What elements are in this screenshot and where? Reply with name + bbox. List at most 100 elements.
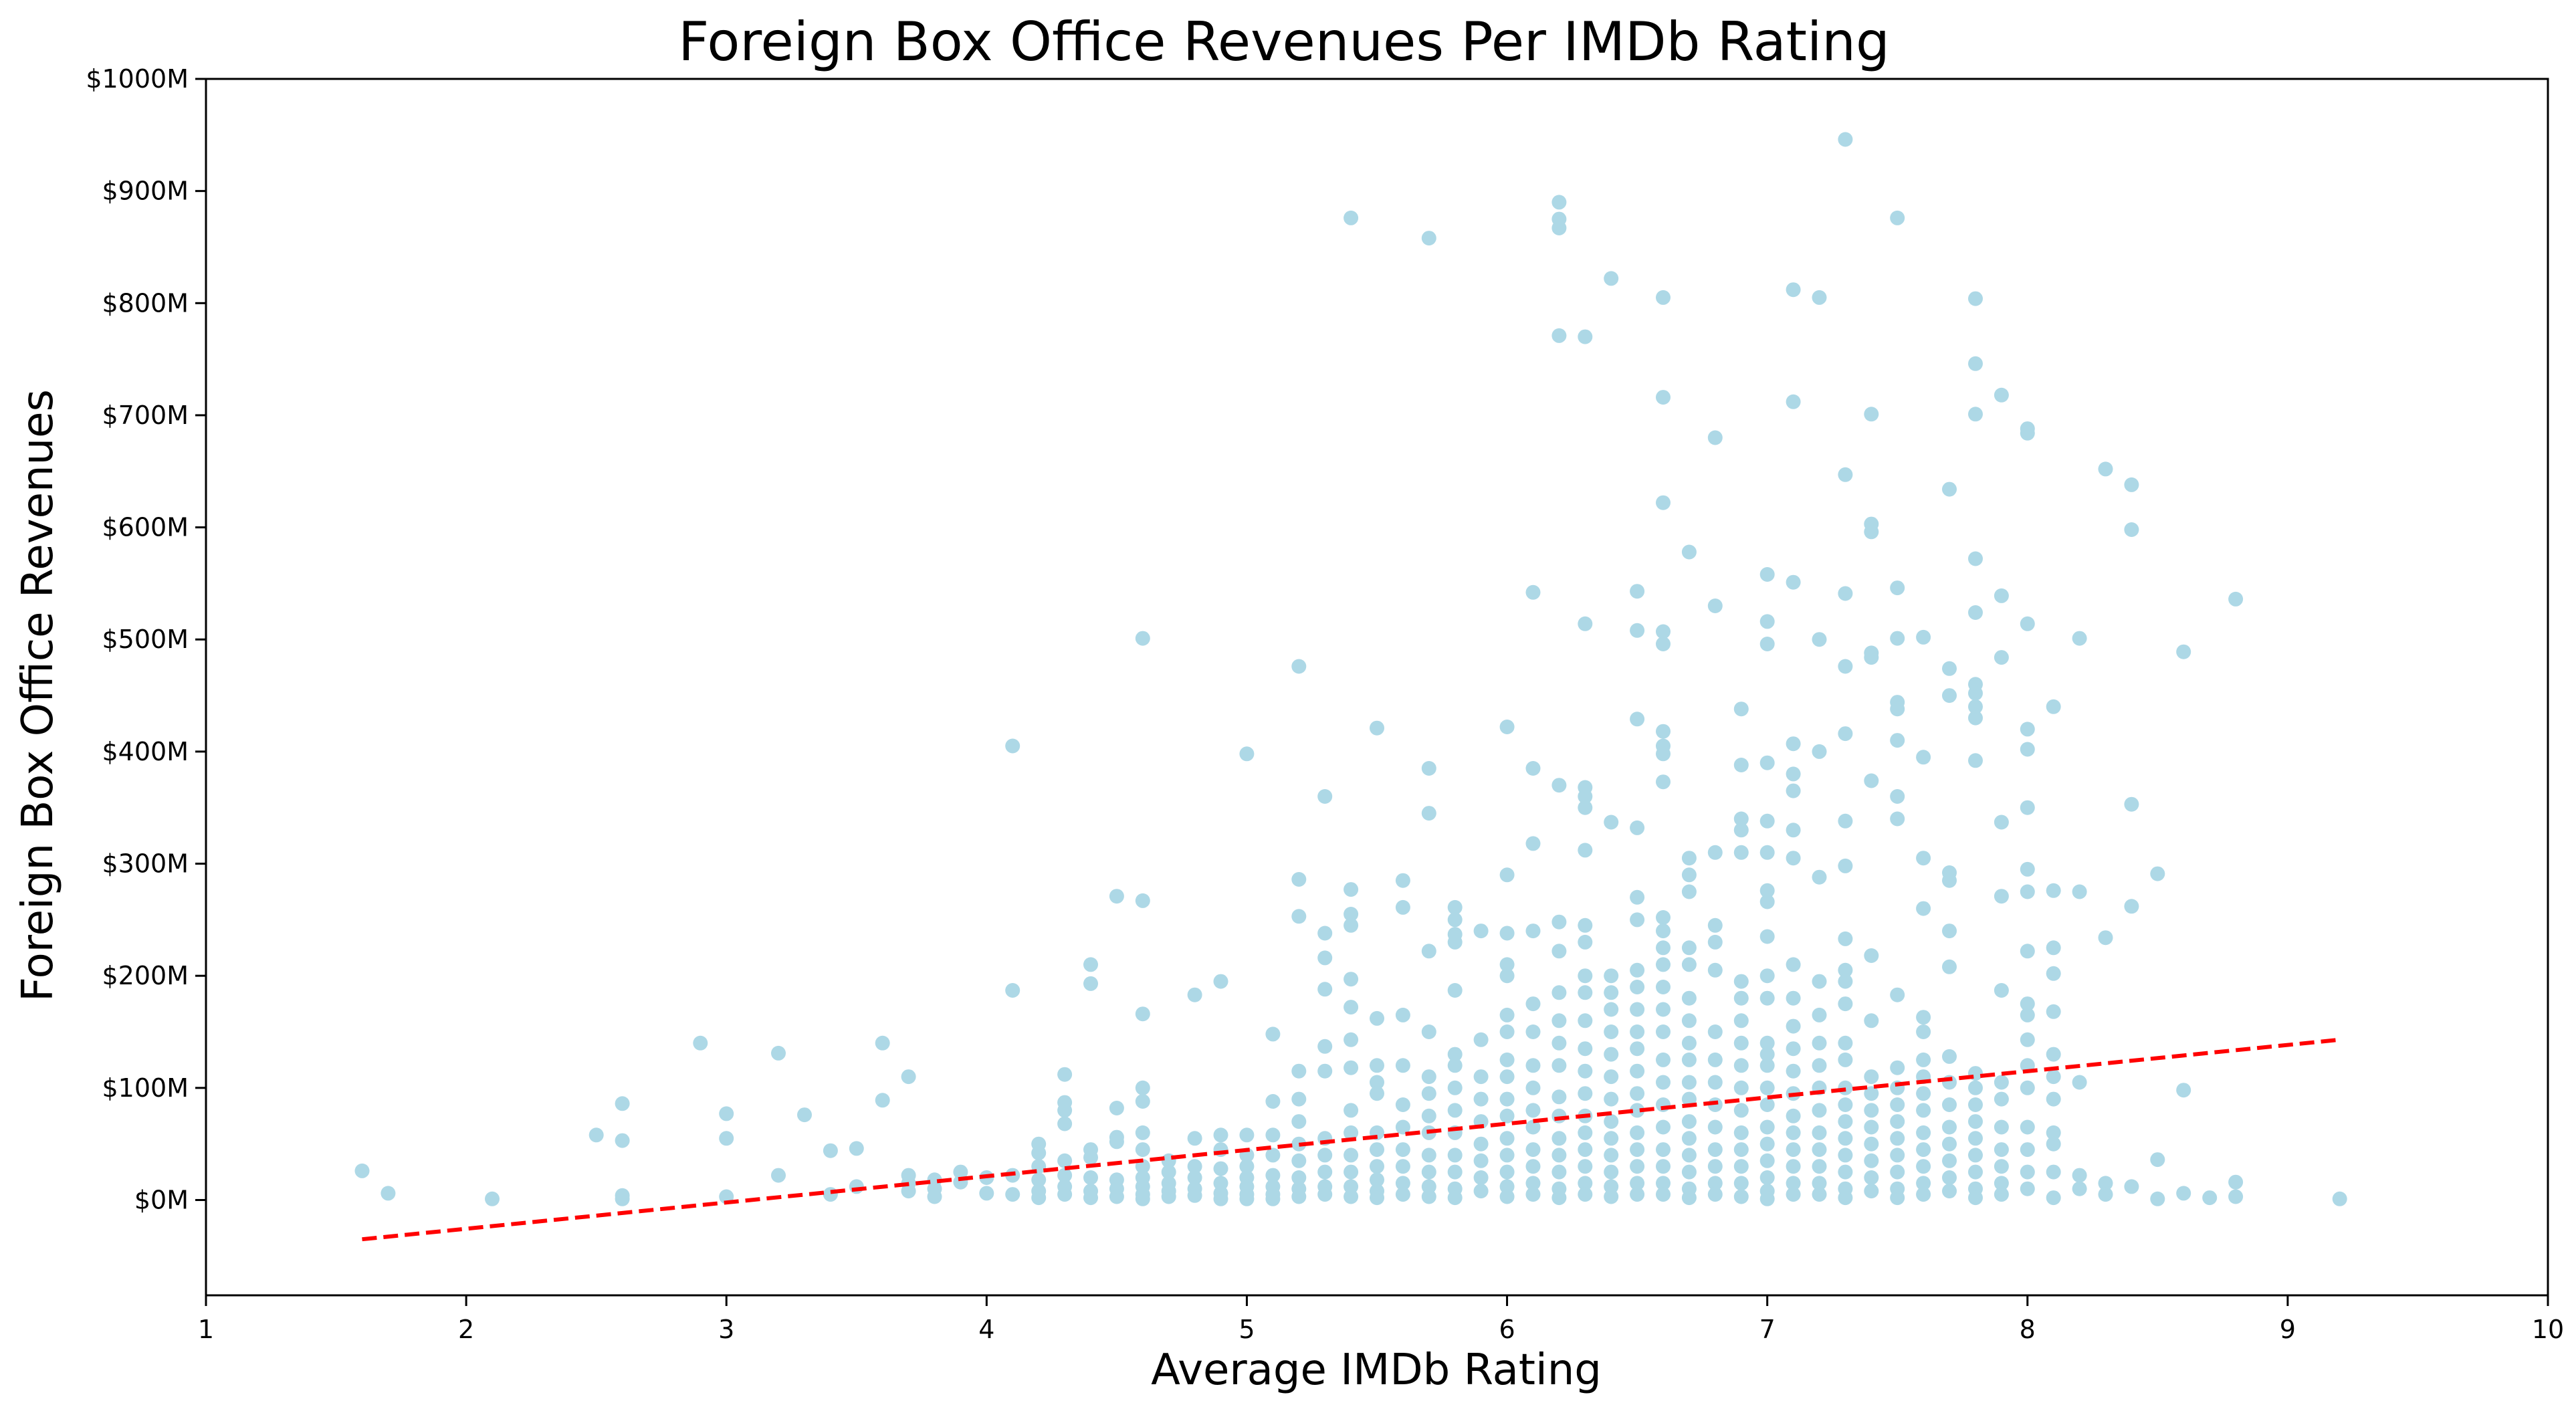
data-point bbox=[1656, 910, 1671, 925]
data-point bbox=[1994, 1142, 2009, 1158]
y-tick-label: $600M bbox=[102, 513, 189, 542]
data-point bbox=[1344, 1125, 1359, 1140]
data-point bbox=[1656, 290, 1671, 305]
data-point bbox=[1447, 1190, 1463, 1206]
data-point bbox=[1525, 1187, 1541, 1202]
data-point bbox=[1057, 1153, 1073, 1168]
data-point bbox=[1681, 1091, 1697, 1107]
data-point bbox=[1083, 1190, 1098, 1206]
data-point bbox=[1578, 1041, 1593, 1057]
data-point bbox=[1604, 1091, 1619, 1107]
data-point bbox=[1890, 987, 1905, 1002]
data-point bbox=[1135, 893, 1150, 908]
data-point bbox=[1161, 1164, 1176, 1180]
data-point bbox=[1317, 982, 1333, 997]
data-point bbox=[1551, 1013, 1567, 1028]
data-point bbox=[1968, 1164, 1983, 1180]
data-point bbox=[1942, 924, 1957, 939]
data-point bbox=[1213, 1161, 1228, 1176]
data-point bbox=[1499, 1069, 1515, 1085]
data-point bbox=[1681, 990, 1697, 1006]
data-point bbox=[1421, 944, 1436, 959]
data-point bbox=[1656, 1187, 1671, 1202]
data-point bbox=[1578, 789, 1593, 804]
data-point bbox=[1031, 1172, 1047, 1188]
data-point bbox=[1499, 1091, 1515, 1107]
data-point bbox=[1968, 699, 1983, 714]
data-point bbox=[1890, 1114, 1905, 1129]
data-point bbox=[1265, 1127, 1281, 1143]
data-point bbox=[1370, 1058, 1384, 1073]
data-point bbox=[1291, 1153, 1307, 1168]
data-point bbox=[2124, 522, 2139, 537]
x-tick-label: 9 bbox=[2280, 1315, 2296, 1344]
data-point bbox=[1838, 1052, 1853, 1067]
data-point bbox=[1395, 899, 1410, 915]
data-point bbox=[1707, 599, 1723, 613]
data-point bbox=[1578, 843, 1593, 858]
data-point bbox=[1291, 1170, 1307, 1185]
data-point bbox=[1604, 1024, 1619, 1039]
data-point bbox=[979, 1186, 994, 1201]
data-point bbox=[1499, 1189, 1515, 1204]
data-point bbox=[1499, 1148, 1515, 1163]
data-point bbox=[1291, 659, 1307, 674]
data-point bbox=[2176, 1186, 2191, 1201]
data-point bbox=[1344, 1103, 1359, 1118]
data-point bbox=[1656, 1024, 1671, 1039]
data-point bbox=[1630, 889, 1645, 905]
data-point bbox=[1968, 685, 1983, 701]
data-point bbox=[1499, 720, 1515, 734]
data-point bbox=[1395, 873, 1410, 888]
data-point bbox=[2046, 1190, 2061, 1206]
data-point bbox=[1525, 584, 1541, 600]
data-point bbox=[1942, 661, 1957, 676]
data-point bbox=[1968, 1148, 1983, 1163]
data-point bbox=[1994, 1176, 2009, 1191]
data-point bbox=[1786, 766, 1801, 782]
data-point bbox=[1681, 1131, 1697, 1146]
data-point bbox=[1525, 1119, 1541, 1135]
data-point bbox=[1395, 1187, 1410, 1202]
data-point bbox=[1838, 1114, 1853, 1129]
y-tick-label: $800M bbox=[102, 288, 189, 318]
y-tick-label: $1000M bbox=[86, 64, 189, 94]
data-point bbox=[1421, 1069, 1436, 1085]
data-point bbox=[1421, 231, 1436, 246]
data-point bbox=[1759, 1080, 1775, 1095]
data-point bbox=[1838, 659, 1853, 674]
data-point bbox=[1551, 1089, 1567, 1105]
data-point bbox=[1759, 883, 1775, 898]
data-point bbox=[1759, 1153, 1775, 1168]
data-point bbox=[1733, 1159, 1749, 1174]
data-point bbox=[1109, 1134, 1124, 1150]
data-point bbox=[1656, 924, 1671, 939]
data-point bbox=[1681, 1114, 1697, 1129]
data-point bbox=[1707, 1024, 1723, 1039]
data-point bbox=[1473, 1170, 1489, 1185]
data-point bbox=[1370, 1142, 1384, 1158]
data-point bbox=[1239, 1159, 1255, 1174]
y-tick-label: $500M bbox=[102, 625, 189, 654]
x-tick-label: 7 bbox=[1759, 1315, 1776, 1344]
data-point bbox=[2020, 861, 2035, 877]
data-point bbox=[1578, 917, 1593, 933]
data-point bbox=[1083, 1170, 1098, 1185]
data-point bbox=[1395, 1097, 1410, 1112]
data-point bbox=[1656, 495, 1671, 510]
data-point bbox=[1656, 746, 1671, 762]
data-point bbox=[1187, 1159, 1202, 1174]
data-point bbox=[1864, 650, 1879, 665]
data-point bbox=[1525, 924, 1541, 939]
data-point bbox=[1838, 813, 1853, 829]
data-point bbox=[1604, 1002, 1619, 1017]
data-point bbox=[1759, 1136, 1775, 1152]
data-point bbox=[1968, 605, 1983, 620]
data-point bbox=[1421, 1189, 1436, 1204]
data-point bbox=[1421, 1148, 1436, 1163]
data-point bbox=[1057, 1116, 1073, 1131]
data-point bbox=[1759, 894, 1775, 909]
data-point bbox=[588, 1127, 604, 1143]
data-point bbox=[1864, 1136, 1879, 1152]
